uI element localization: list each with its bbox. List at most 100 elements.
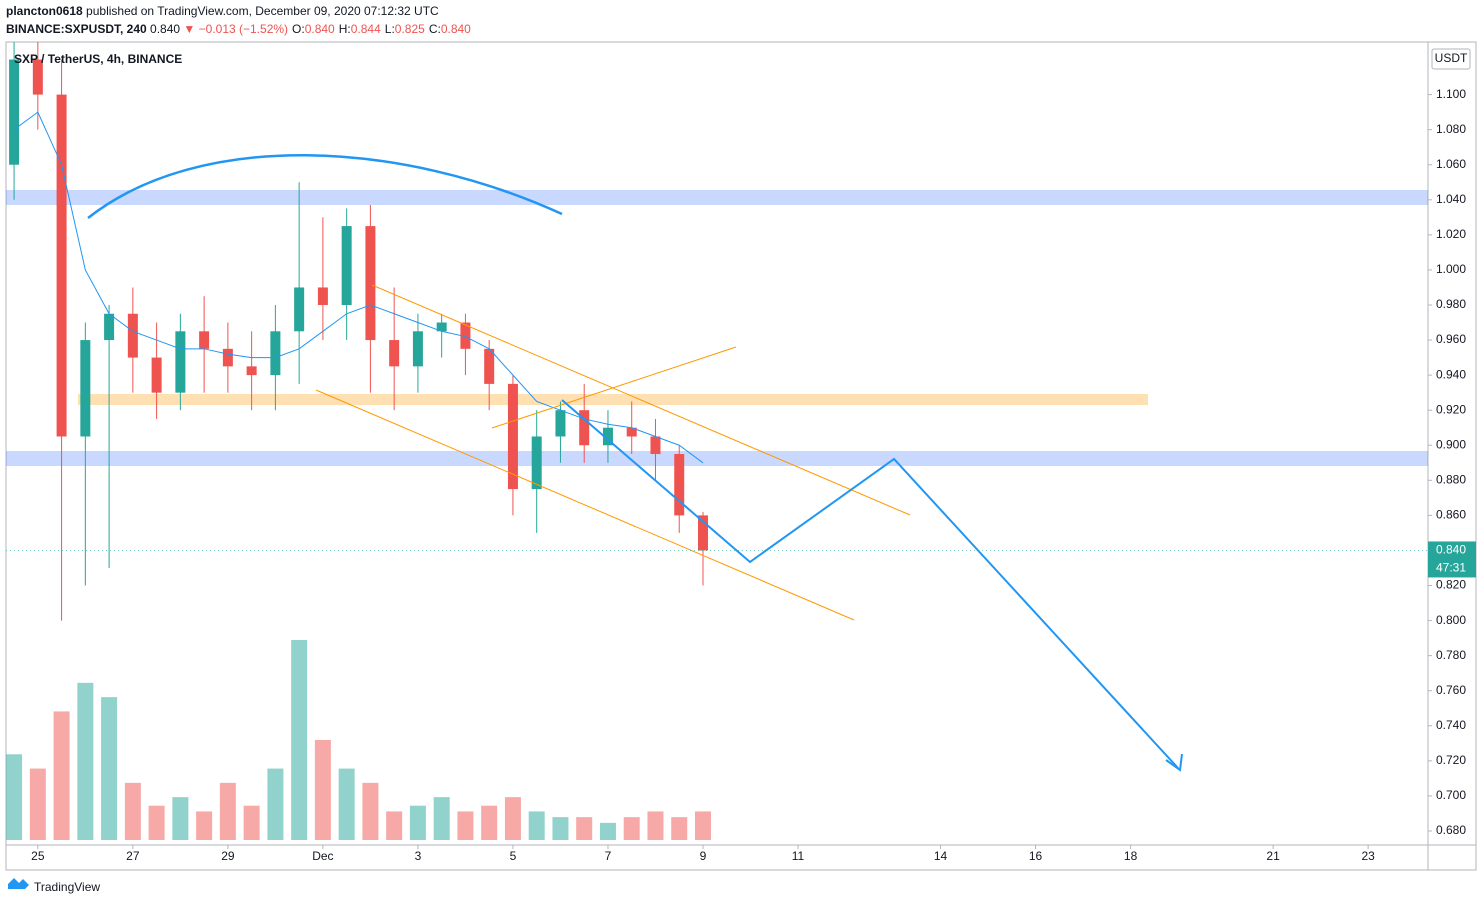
candle-body <box>222 348 233 367</box>
candle-body <box>151 357 162 393</box>
volume-bar <box>457 811 474 840</box>
symbol: BINANCE:SXPUSDT, 240 <box>6 22 147 36</box>
ohlc: O:0.840 H:0.844 L:0.825 C:0.840 <box>292 22 471 36</box>
candle-body <box>80 340 91 437</box>
ohlc-label: H: <box>339 22 351 36</box>
candle-body <box>626 427 637 437</box>
resistance-zone <box>6 190 1428 205</box>
candle-body <box>317 287 328 305</box>
y-tick-label: 0.900 <box>1436 437 1466 451</box>
ohlc-value: 0.825 <box>395 22 425 36</box>
y-tick-label: 0.760 <box>1436 683 1466 697</box>
candle-body <box>104 313 115 341</box>
candle-body <box>579 410 590 446</box>
volume-bar <box>552 817 569 840</box>
y-tick-label: 0.960 <box>1436 332 1466 346</box>
candle-body <box>341 226 352 305</box>
y-tick-label: 0.700 <box>1436 788 1466 802</box>
header-line-2: BINANCE:SXPUSDT, 240 0.840 ▼ −0.013 (−1.… <box>6 22 471 36</box>
published: published on TradingView.com, December 0… <box>86 4 439 18</box>
drawings <box>87 154 1183 772</box>
candle-body <box>674 454 685 516</box>
countdown: 47:31 <box>1436 561 1466 575</box>
x-tick-label: 21 <box>1266 849 1280 863</box>
x-tick-label: 14 <box>934 849 948 863</box>
price-badge-text: 0.840 <box>1436 543 1466 557</box>
candle-body <box>484 348 495 384</box>
y-tick-label: 0.800 <box>1436 613 1466 627</box>
candle-body <box>436 322 447 332</box>
x-tick-label: 11 <box>792 849 805 863</box>
volume-bar <box>362 782 379 840</box>
candle-body <box>389 340 400 367</box>
x-tick-label: 23 <box>1361 849 1375 863</box>
logo <box>8 878 29 889</box>
y-tick-label: 1.080 <box>1436 122 1466 136</box>
moving-average <box>13 111 704 464</box>
candle-body <box>412 331 423 367</box>
candle-body <box>531 436 542 490</box>
x-tick-label: 18 <box>1124 849 1138 863</box>
arrow-head <box>1165 753 1183 772</box>
y-tick-label: 0.820 <box>1436 578 1466 592</box>
pivot-zone <box>78 394 1148 405</box>
volume <box>6 640 711 840</box>
candle-body <box>365 226 376 341</box>
volume-bar <box>623 817 640 840</box>
volume-bar <box>6 754 23 840</box>
y-tick-label: 0.720 <box>1436 753 1466 767</box>
price-badge: 0.840 47:31 <box>6 541 1476 578</box>
x-tick-label: 3 <box>415 849 422 863</box>
volume-bar <box>409 805 426 840</box>
y-tick-label: 0.940 <box>1436 367 1466 381</box>
volume-bar <box>29 768 46 840</box>
ohlc-value: 0.840 <box>305 22 335 36</box>
x-tick-label: 27 <box>126 849 140 863</box>
x-tick-label: 7 <box>605 849 612 863</box>
channel-top <box>371 284 911 516</box>
volume-bar <box>53 711 70 840</box>
volume-bar <box>314 740 331 840</box>
badge-bg <box>1428 541 1476 578</box>
y-axis-label: USDT <box>1435 51 1468 65</box>
y-tick-label: 0.860 <box>1436 508 1466 522</box>
ohlc-label: L: <box>385 22 395 36</box>
volume-bar <box>576 817 593 840</box>
candle-body <box>460 322 471 349</box>
volume-bar <box>101 697 118 840</box>
candle-body <box>175 331 186 393</box>
y-tick-label: 0.780 <box>1436 648 1466 662</box>
footer-brand: TradingView <box>34 880 100 894</box>
volume-bar <box>481 805 498 840</box>
change: ▼ −0.013 (−1.52%) <box>183 22 288 36</box>
unit-box <box>1431 48 1471 70</box>
volume-bar <box>504 797 521 840</box>
candle-body <box>32 59 43 95</box>
volume-bar <box>77 682 94 840</box>
ohlc-value: 0.844 <box>351 22 381 36</box>
candle-body <box>199 331 210 349</box>
volume-bar <box>386 811 403 840</box>
volume-bar <box>338 768 355 840</box>
drawings-back <box>6 190 1428 466</box>
candle-body <box>602 427 613 446</box>
x-tick-label: 9 <box>700 849 707 863</box>
projection <box>561 399 1179 769</box>
candle-body <box>270 331 281 376</box>
y-tick-label: 1.100 <box>1436 87 1466 101</box>
y-tick-label: 0.920 <box>1436 402 1466 416</box>
candles <box>9 42 708 621</box>
arc <box>87 154 563 219</box>
legend: SXP / TetherUS, 4h, BINANCE <box>14 52 182 66</box>
volume-bar <box>243 805 260 840</box>
x-tick-label: 16 <box>1029 849 1043 863</box>
candle-body <box>507 383 518 490</box>
volume-bar <box>291 640 308 840</box>
last: 0.840 <box>150 22 180 36</box>
candle-body <box>127 313 138 358</box>
candle-body <box>697 515 708 551</box>
x-tick-label: 25 <box>31 849 45 863</box>
volume-bar <box>694 811 711 840</box>
y-tick-label: 1.000 <box>1436 262 1466 276</box>
